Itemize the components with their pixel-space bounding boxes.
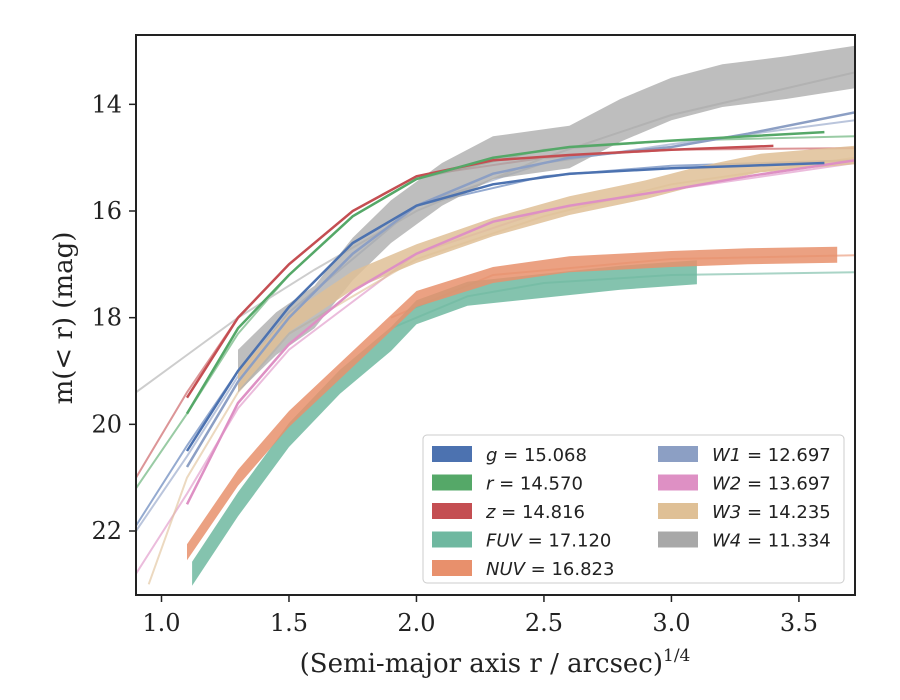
legend-band: NUV [486, 559, 527, 580]
x-tick-label: 2.5 [525, 609, 563, 637]
legend-band: FUV [486, 531, 524, 552]
x-tick-label: 3.0 [652, 609, 690, 637]
legend-swatch-r [432, 474, 472, 491]
legend-label-g: g = 15.068 [486, 445, 587, 466]
legend-value: = 11.334 [741, 531, 831, 552]
legend-label-r: r = 14.570 [486, 474, 583, 495]
legend-band: r [486, 474, 495, 495]
legend-value: = 13.697 [741, 474, 831, 495]
legend-swatch-W1 [658, 446, 698, 462]
curve-r [185, 130, 825, 415]
curve-g [185, 161, 825, 452]
x-axis-title-text: (Semi-major axis r / arcsec) [300, 649, 663, 679]
legend-value: = 15.068 [497, 445, 587, 466]
legend-label-FUV: FUV = 17.120 [486, 531, 611, 552]
y-tick-label: 16 [91, 197, 122, 225]
x-tick-label: 1.0 [142, 609, 180, 637]
y-tick-label: 14 [91, 90, 122, 118]
legend-label-W3: W3 = 14.235 [712, 502, 831, 523]
legend-band: z [485, 502, 496, 523]
x-axis: 1.0 1.5 2.0 2.5 3.0 3.5 [142, 595, 818, 637]
x-axis-title-exponent: 1/4 [663, 646, 690, 666]
legend-swatch-W2 [658, 474, 698, 491]
curve-W2 [185, 159, 855, 505]
legend-band: W2 [712, 474, 741, 495]
legend-swatch-W3 [658, 503, 698, 519]
legend-label-NUV: NUV = 16.823 [486, 559, 614, 580]
legend-swatch-W4 [658, 531, 698, 548]
legend-swatch-FUV [432, 531, 472, 548]
legend-value: = 12.697 [741, 445, 831, 466]
legend-value: = 14.570 [493, 474, 583, 495]
y-tick-label: 22 [91, 517, 122, 545]
legend-box [422, 434, 845, 584]
legend-swatch-g [432, 446, 472, 462]
x-tick-label: 1.5 [270, 609, 308, 637]
legend-swatch-z [432, 503, 472, 519]
band-W3 [238, 145, 855, 391]
legend-band: W1 [712, 445, 741, 466]
legend-value: = 16.823 [525, 559, 615, 580]
band-W4 [238, 45, 855, 393]
legend-label-W1: W1 = 12.697 [712, 445, 831, 466]
legend-value: = 17.120 [522, 531, 612, 552]
legend-band: g [486, 445, 497, 466]
y-tick-label: 20 [91, 410, 122, 438]
legend-label-W2: W2 = 13.697 [712, 474, 831, 495]
x-axis-title: (Semi-major axis r / arcsec)1/4 [300, 646, 691, 679]
legend-band: W4 [712, 531, 741, 552]
curve-z [185, 144, 774, 399]
y-axis-title: m(< r) (mag) [49, 232, 79, 405]
y-tick-label: 18 [91, 304, 122, 332]
legend-band: W3 [712, 502, 741, 523]
legend-value: = 14.816 [495, 502, 585, 523]
y-axis: 14 16 18 20 22 [91, 90, 136, 545]
legend-label-z: z = 14.816 [485, 502, 585, 523]
legend-value: = 14.235 [741, 502, 831, 523]
series-layer [136, 45, 855, 586]
plot-frame [135, 34, 856, 596]
legend-swatch-NUV [432, 560, 472, 576]
x-tick-label: 2.0 [397, 609, 435, 637]
x-tick-label: 3.5 [780, 609, 818, 637]
curve-W1 [185, 111, 855, 468]
legend-label-W4: W4 = 11.334 [712, 531, 831, 552]
